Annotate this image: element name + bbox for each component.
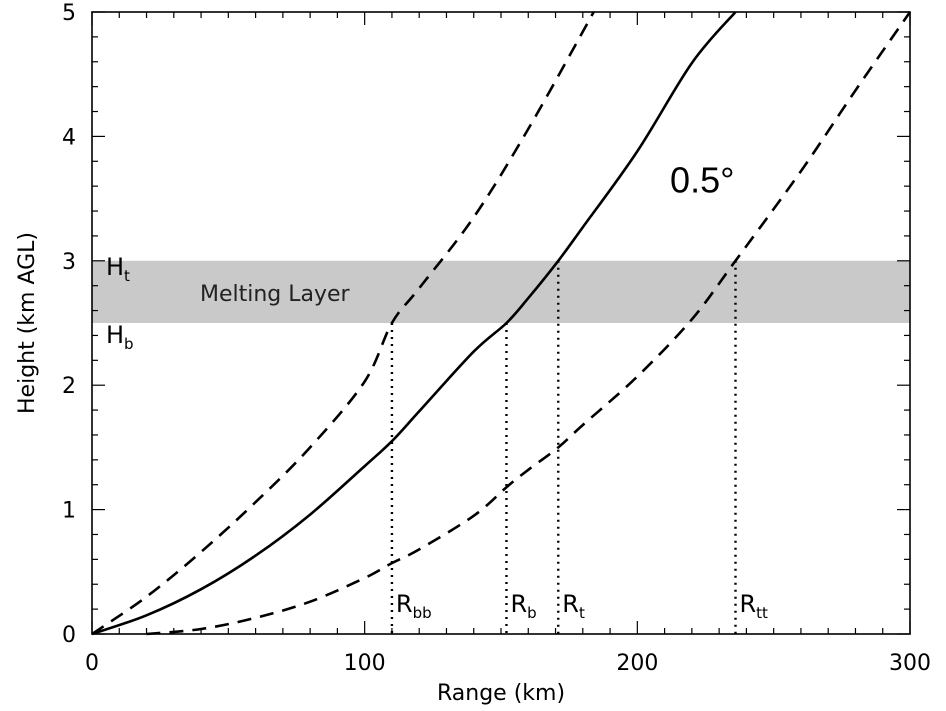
series-line-2 [91,11,595,636]
x-axis-label: Range (km) [437,681,565,706]
series-line-1 [91,11,737,636]
range-labels: Rbb Rb Rt Rtt [396,590,768,622]
y-tick-label: 4 [62,125,76,150]
x-tick-label: 100 [344,651,386,676]
axis-ticks [91,11,911,635]
melting-layer-band [92,260,910,323]
y-axis-label: Height (km AGL) [15,232,40,414]
tick-labels: 0 100 200 300 0 1 2 3 4 5 [62,1,931,676]
series-lines [91,11,912,636]
y-tick-label: 5 [62,1,76,26]
melting-layer-label: Melting Layer [200,282,351,307]
height-label-t: Ht [106,253,130,285]
angle-annotation: 0.5° [670,159,734,200]
series-line-3 [146,11,912,636]
range-marker-lines [390,260,737,634]
x-tick-label: 300 [889,651,931,676]
y-tick-label: 2 [62,374,76,399]
range-label-tt: Rtt [739,590,768,622]
x-tick-label: 0 [85,651,99,676]
range-label-bb: Rbb [396,590,432,622]
x-tick-label: 200 [616,651,658,676]
range-label-t: Rt [562,590,585,622]
height-labels: Ht Hb [106,253,134,353]
height-label-b: Hb [106,321,134,353]
y-tick-label: 1 [62,499,76,524]
y-tick-label: 0 [62,623,76,648]
y-tick-label: 3 [62,250,76,275]
range-label-b: Rb [510,590,536,622]
